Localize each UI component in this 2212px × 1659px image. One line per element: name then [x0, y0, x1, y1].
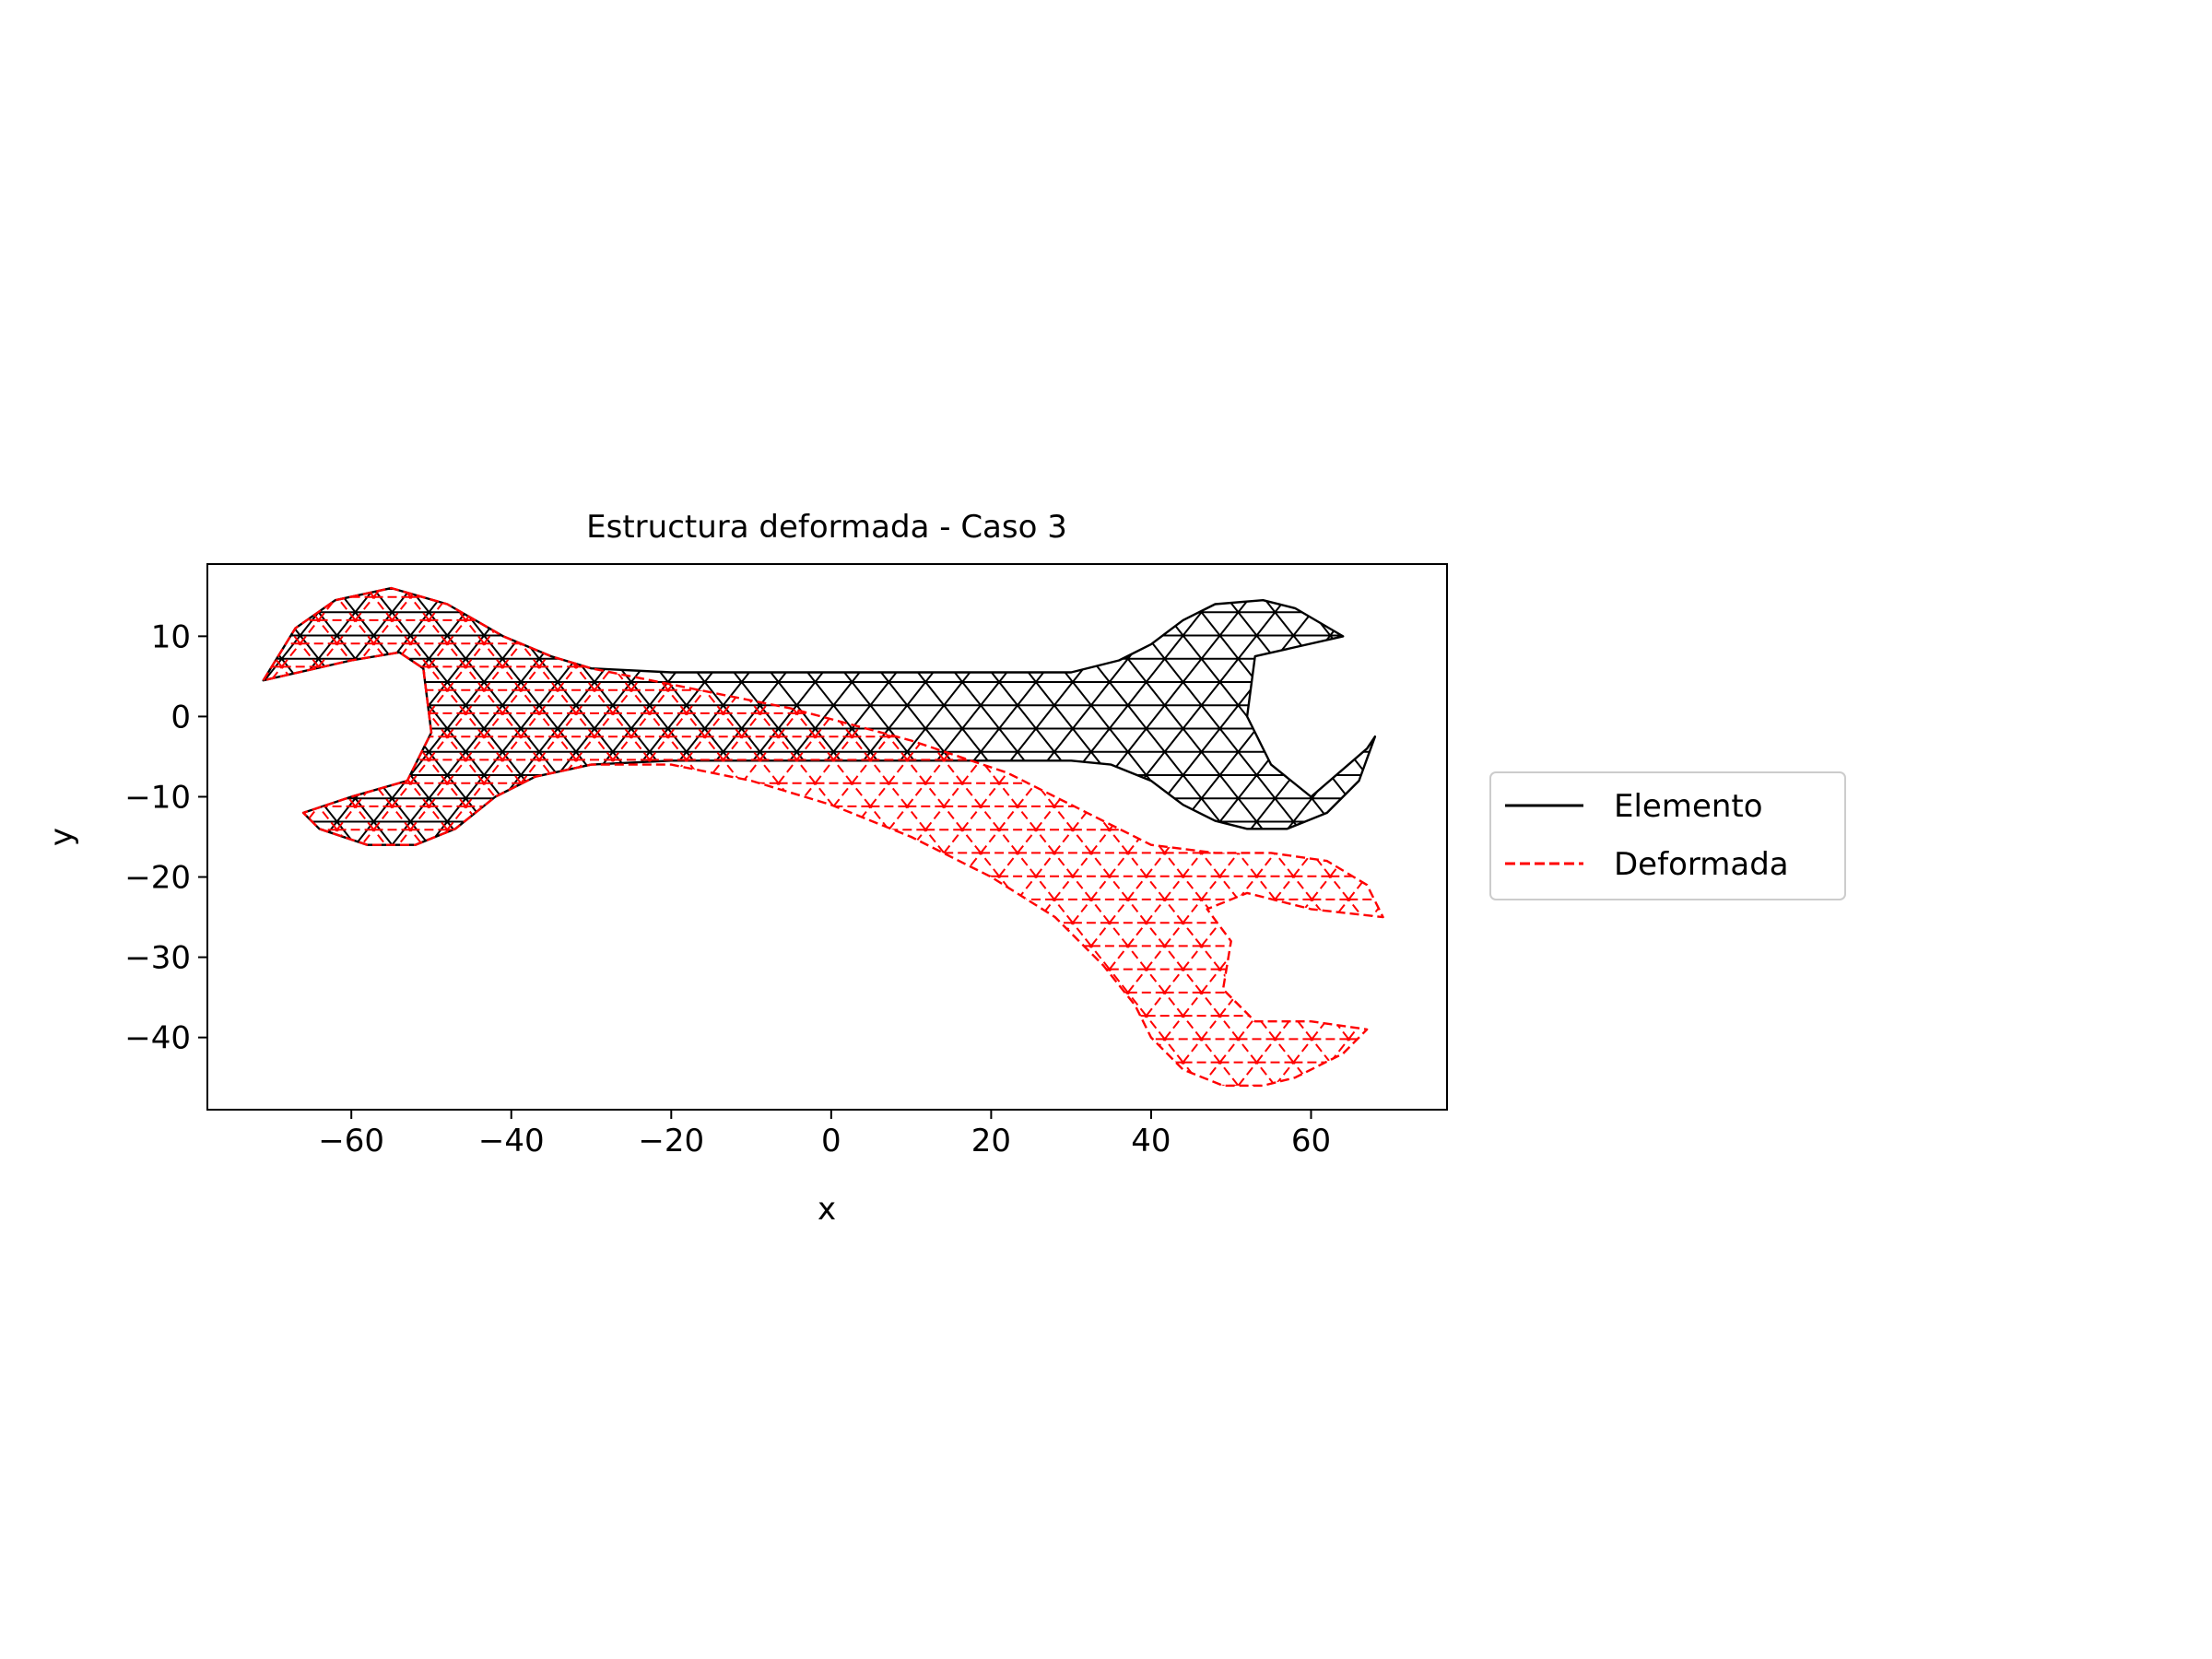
x-axis: −60 −40 −20 0 20 40 60 [318, 1110, 1331, 1159]
x-tick-label: 60 [1291, 1123, 1331, 1159]
plot-frame [206, 563, 1448, 1111]
x-tick-label: 20 [971, 1123, 1011, 1159]
series-deformada [262, 586, 1384, 1088]
x-tick-label: 40 [1131, 1123, 1171, 1159]
legend-label-deformada: Deformada [1614, 846, 1789, 883]
mesh [263, 588, 1383, 1086]
series-outline [262, 586, 1384, 1088]
legend: Elemento Deformada [1489, 771, 1846, 900]
x-tick-label: −40 [478, 1123, 545, 1159]
series-elemento [262, 586, 1377, 846]
legend-label-elemento: Elemento [1614, 788, 1763, 825]
y-tick-label: −30 [124, 940, 191, 977]
x-tick-label: −60 [318, 1123, 384, 1159]
y-axis: 10 0 −10 −20 −30 −40 [124, 618, 207, 1057]
y-axis-label: y [43, 828, 80, 846]
y-tick-label: −10 [124, 779, 191, 816]
x-tick-label: −20 [638, 1123, 704, 1159]
chart-title: Estructura deformada - Caso 3 [586, 509, 1067, 546]
y-tick-label: 0 [171, 699, 191, 735]
x-tick-label: 0 [821, 1123, 841, 1159]
mesh [263, 588, 1375, 845]
y-tick-label: −20 [124, 860, 191, 897]
series-layer [262, 586, 1384, 1088]
y-tick-label: 10 [151, 618, 191, 655]
y-tick-label: −40 [124, 1020, 191, 1057]
x-axis-label: x [818, 1191, 836, 1228]
